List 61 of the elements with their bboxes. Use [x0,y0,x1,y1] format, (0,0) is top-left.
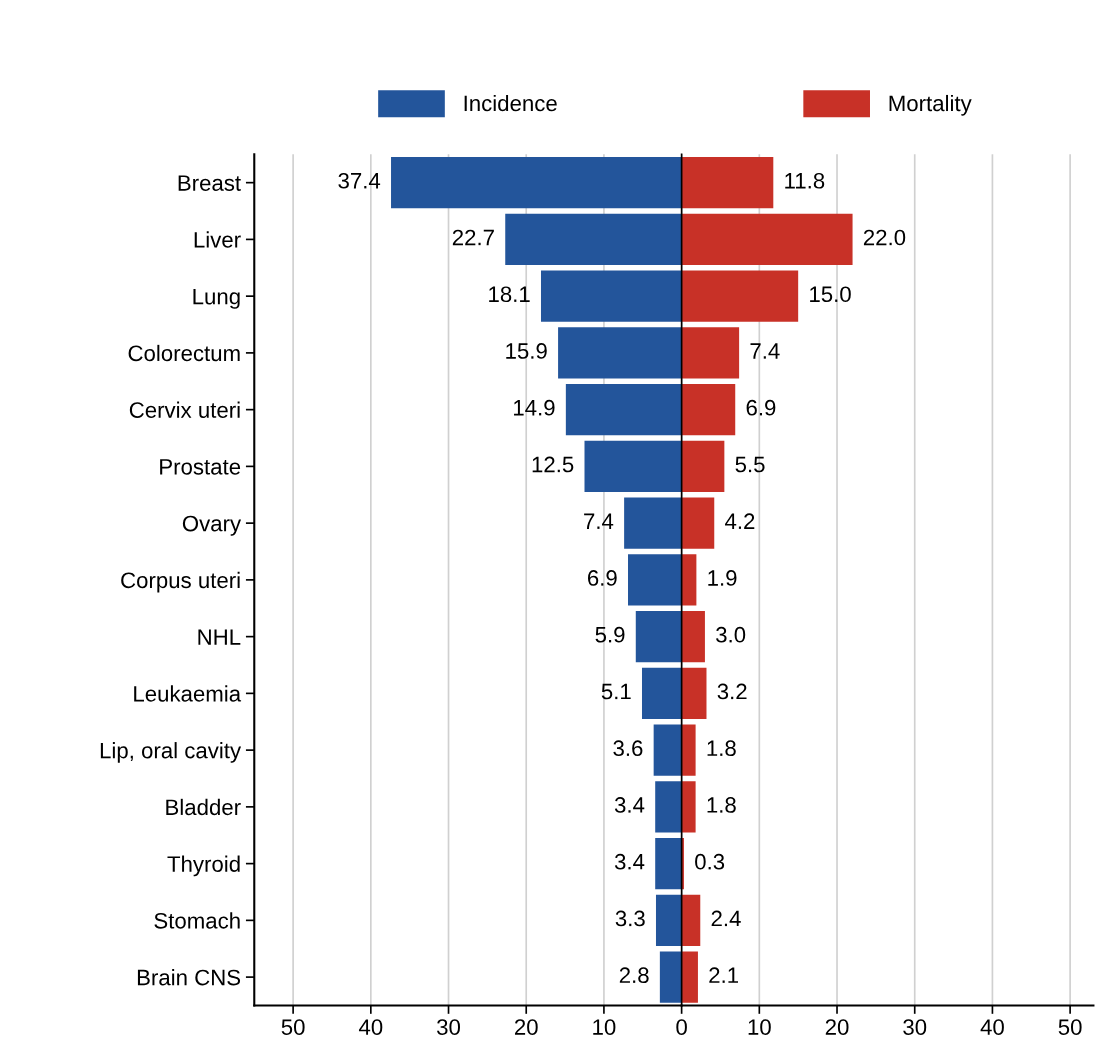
data-label: 12.5 [532,456,574,473]
y-tick-label: Colorectum [128,344,240,362]
x-tick-label: 30 [437,1019,461,1035]
y-tick-label: Leukaemia [134,685,242,702]
data-label: 15.0 [810,286,851,303]
data-label: 6.9 [587,570,617,586]
data-label: 5.5 [735,456,765,473]
legend-label: Mortality [889,94,972,116]
x-tick-label: 10 [748,1019,771,1035]
y-tick-label: Breast [178,175,241,191]
y-tick-label: Corpus uteri [121,571,240,593]
data-label: 2.4 [711,910,741,927]
x-tick-label: 50 [1058,1019,1082,1035]
data-label: 0.3 [695,853,725,870]
data-label: 5.1 [601,683,631,700]
data-label: 3.4 [614,797,645,813]
data-label: 11.8 [785,172,825,189]
data-label: 22.7 [452,229,494,246]
y-tick-label: Ovary [182,515,242,536]
data-label: 3.3 [615,910,645,927]
data-label: 1.9 [708,570,737,586]
y-tick-label: Bladder [166,798,241,816]
x-tick-label: 30 [903,1019,927,1035]
data-label: 7.4 [750,343,780,359]
y-tick-label: Thyroid [167,855,240,877]
y-tick-label: Stomach [154,912,240,929]
data-label: 15.9 [506,343,547,359]
data-label: 22.0 [863,229,906,246]
data-label: 18.1 [489,286,530,303]
x-tick-label: 20 [825,1019,849,1035]
y-tick-label: Lung [193,288,240,309]
data-label: 1.8 [707,740,736,757]
y-tick-label: Lip, oral cavity [100,742,242,763]
x-tick-label: 40 [358,1019,383,1035]
data-label: 1.8 [707,797,736,813]
bar [655,838,682,890]
x-tick-label: 0 [676,1019,687,1035]
y-tick-label: NHL [198,629,241,645]
data-label: 3.0 [716,626,746,643]
legend-label: Incidence [464,94,557,112]
bar [681,157,774,209]
data-label: 3.2 [717,683,747,700]
data-label: 6.9 [746,399,776,416]
data-label: 37.4 [338,172,381,189]
x-tick-label: 10 [593,1019,616,1035]
data-label: 7.4 [584,513,614,529]
data-label: 2.1 [709,967,738,983]
x-tick-label: 50 [281,1019,305,1035]
y-tick-label: Brain CNS [137,969,241,986]
data-label: 5.9 [595,626,625,643]
y-tick-label: Liver [194,231,241,248]
x-tick-label: 20 [514,1019,538,1035]
data-label: 3.6 [613,740,643,757]
bar [681,554,697,606]
x-tick-label: 40 [980,1019,1004,1035]
data-label: 14.9 [514,399,555,416]
data-label: 2.8 [619,967,649,984]
data-label: 3.4 [614,853,645,870]
y-tick-label: Cervix uteri [129,401,240,418]
data-label: 4.2 [725,513,755,529]
y-tick-label: Prostate [160,459,241,475]
